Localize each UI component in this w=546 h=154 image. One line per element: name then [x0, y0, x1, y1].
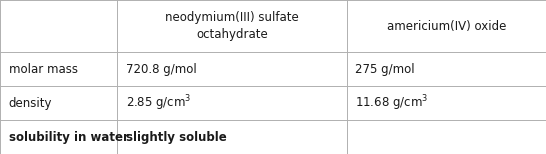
Text: 11.68 g/cm$^3$: 11.68 g/cm$^3$ [355, 93, 429, 113]
Text: americium(IV) oxide: americium(IV) oxide [387, 20, 506, 33]
Text: solubility in water: solubility in water [9, 131, 129, 144]
Text: density: density [9, 97, 52, 110]
Text: 720.8 g/mol: 720.8 g/mol [126, 63, 197, 76]
Text: 2.85 g/cm$^3$: 2.85 g/cm$^3$ [126, 93, 192, 113]
Text: neodymium(III) sulfate
octahydrate: neodymium(III) sulfate octahydrate [165, 11, 299, 41]
Text: slightly soluble: slightly soluble [126, 131, 227, 144]
Text: 275 g/mol: 275 g/mol [355, 63, 415, 76]
Text: molar mass: molar mass [9, 63, 78, 76]
